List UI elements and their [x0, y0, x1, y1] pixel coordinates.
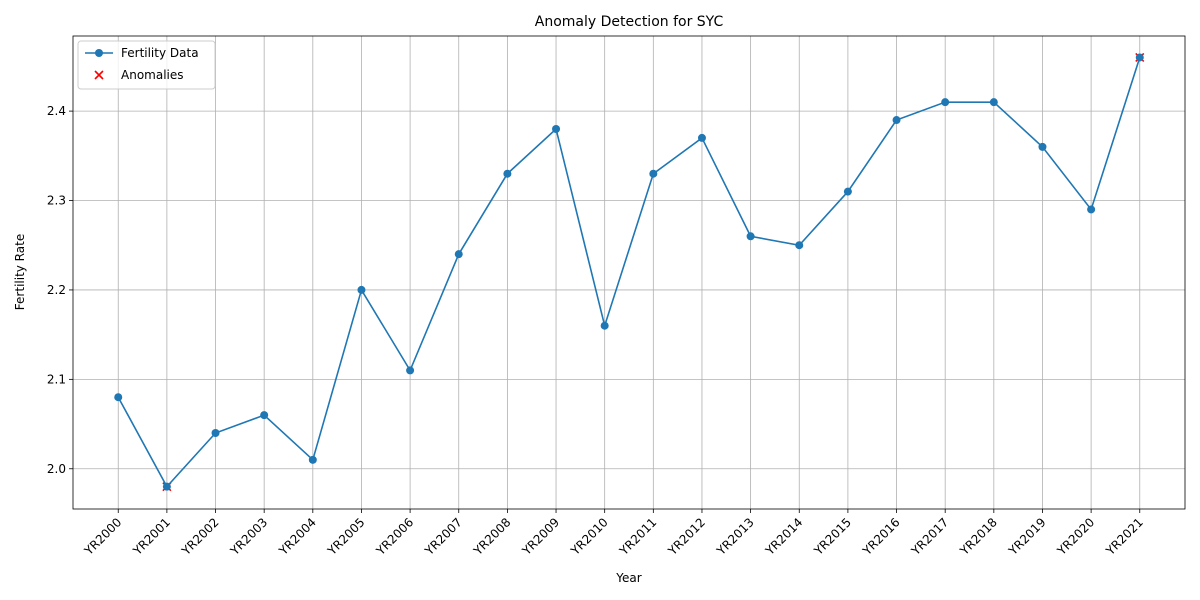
- marker: [795, 241, 804, 250]
- marker: [1087, 205, 1096, 214]
- marker: [989, 98, 998, 107]
- marker: [1135, 53, 1144, 62]
- y-tick-label: 2.3: [47, 194, 66, 208]
- marker: [600, 321, 609, 330]
- chart-title: Anomaly Detection for SYC: [535, 14, 724, 30]
- marker-x-stroke: [94, 70, 104, 80]
- marker: [308, 455, 317, 464]
- legend-label: Anomalies: [121, 68, 184, 82]
- marker: [892, 116, 901, 125]
- y-tick-label: 2.1: [47, 372, 66, 386]
- marker: [843, 187, 852, 196]
- marker: [406, 366, 415, 375]
- marker: [454, 250, 463, 259]
- marker-x: [94, 70, 104, 80]
- marker: [649, 169, 658, 178]
- marker: [552, 124, 561, 133]
- marker: [211, 428, 220, 437]
- legend-label: Fertility Data: [121, 46, 199, 60]
- marker: [162, 482, 171, 491]
- data-line: [117, 57, 1141, 489]
- x-axis-label: Year: [615, 571, 641, 585]
- y-tick-label: 2.4: [47, 104, 66, 118]
- marker: [697, 133, 706, 142]
- marker: [260, 411, 269, 420]
- marker: [941, 98, 950, 107]
- marker: [503, 169, 512, 178]
- marker: [114, 393, 123, 402]
- y-tick-label: 2.2: [47, 283, 66, 297]
- marker: [1038, 142, 1047, 151]
- marker: [95, 49, 103, 57]
- plot-frame: [72, 35, 1186, 510]
- marker: [357, 285, 366, 294]
- marker: [746, 232, 755, 241]
- legend: Fertility Data Anomalies: [77, 40, 216, 90]
- y-tick-label: 2.0: [47, 462, 66, 476]
- y-axis-label: Fertility Rate: [13, 234, 27, 310]
